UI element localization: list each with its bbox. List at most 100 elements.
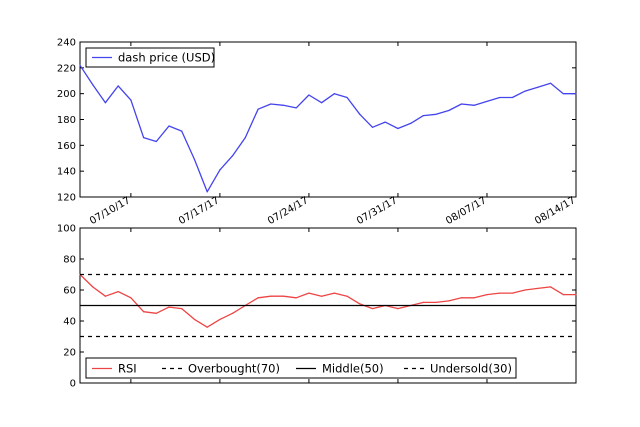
legend-label: Undersold(30) [430,362,512,376]
data-point [448,109,450,112]
data-point [473,104,475,106]
data-point [333,93,335,95]
data-point [448,300,450,302]
y-tick-label: 200 [57,89,76,100]
y-tick-label: 100 [57,224,76,235]
data-point [181,130,183,132]
data-point [92,286,94,288]
data-point [575,294,577,296]
data-point [435,113,437,115]
x-tick-label: 08/14/17 [533,195,577,227]
data-point [384,121,386,123]
data-point [511,96,514,99]
data-point [270,103,272,105]
price-chart: 120 140 160 180 200 220 240 07/10/17 07/17/17 07/… [57,38,578,228]
data-point [575,93,577,95]
x-tick-label: 07/10/17 [88,195,132,227]
rsi-chart: 0 20 40 60 80 100 RSI Overbought(70) Middle(50) U… [57,224,577,390]
data-point [524,90,526,92]
data-point [117,85,119,87]
data-point [397,308,399,310]
data-point [142,136,145,139]
data-point [206,191,208,193]
data-point [537,86,539,88]
data-point [104,295,107,297]
data-point [104,102,107,104]
data-point [397,127,399,130]
legend-label: RSI [118,362,137,376]
data-point [460,103,463,105]
y-tick-label: 40 [63,317,76,328]
x-tick-label: 08/07/17 [444,195,488,227]
data-point [219,169,221,171]
legend-label: Overbought(70) [188,362,280,376]
data-point [371,126,374,128]
data-point [460,297,463,299]
y-tick-label: 0 [70,379,76,390]
data-point [181,308,183,310]
y-tick-label: 20 [63,348,76,359]
x-tick-label: 07/31/17 [355,195,399,227]
y-tick-label: 80 [63,255,76,266]
data-point [333,292,335,294]
data-point [486,294,488,296]
data-point [295,107,297,109]
data-point [79,64,81,66]
data-point [359,303,361,305]
data-point [117,290,119,293]
data-point [435,301,437,303]
data-point [346,295,348,297]
data-point [244,136,246,139]
y-tick-label: 60 [63,286,76,297]
data-point [206,326,208,328]
data-point [410,122,412,124]
data-point [524,289,526,291]
data-point [422,301,424,303]
data-point [232,155,234,157]
data-point [549,286,552,288]
data-point [321,295,323,297]
data-point [92,84,94,86]
data-point [282,104,285,106]
x-tick-label: 07/24/17 [266,195,310,227]
data-point [321,102,323,104]
data-point [511,292,514,294]
data-point [422,115,424,117]
data-point [130,99,132,101]
y-tick-label: 180 [57,115,76,126]
series-line-dash-price-usd [79,64,576,193]
series-line-rsi [79,274,576,328]
data-point [346,96,348,99]
data-point [270,295,272,297]
data-point [130,297,132,299]
data-point [155,312,157,314]
data-point [257,297,259,299]
legend-label: Middle(50) [322,362,384,376]
legend-box [85,47,215,68]
data-point [155,140,157,143]
data-point [473,297,475,299]
data-point [549,82,552,84]
data-point [359,113,361,115]
data-point [168,306,170,308]
y-tick-label: 160 [57,141,76,152]
data-point [308,94,310,96]
legend-label: dash price (USD) [118,51,215,65]
data-point [371,308,374,310]
y-tick-label: 240 [57,38,76,49]
data-point [486,100,488,103]
data-point [562,93,564,95]
data-point [168,125,170,127]
data-point [193,158,196,161]
data-point [257,108,259,110]
y-tick-label: 120 [57,193,76,204]
data-point [295,297,297,299]
data-point [282,295,285,297]
data-point [562,294,564,296]
data-point [219,318,221,321]
data-point [232,312,234,314]
data-point [499,96,501,99]
data-point [499,292,501,294]
data-point [537,287,539,290]
